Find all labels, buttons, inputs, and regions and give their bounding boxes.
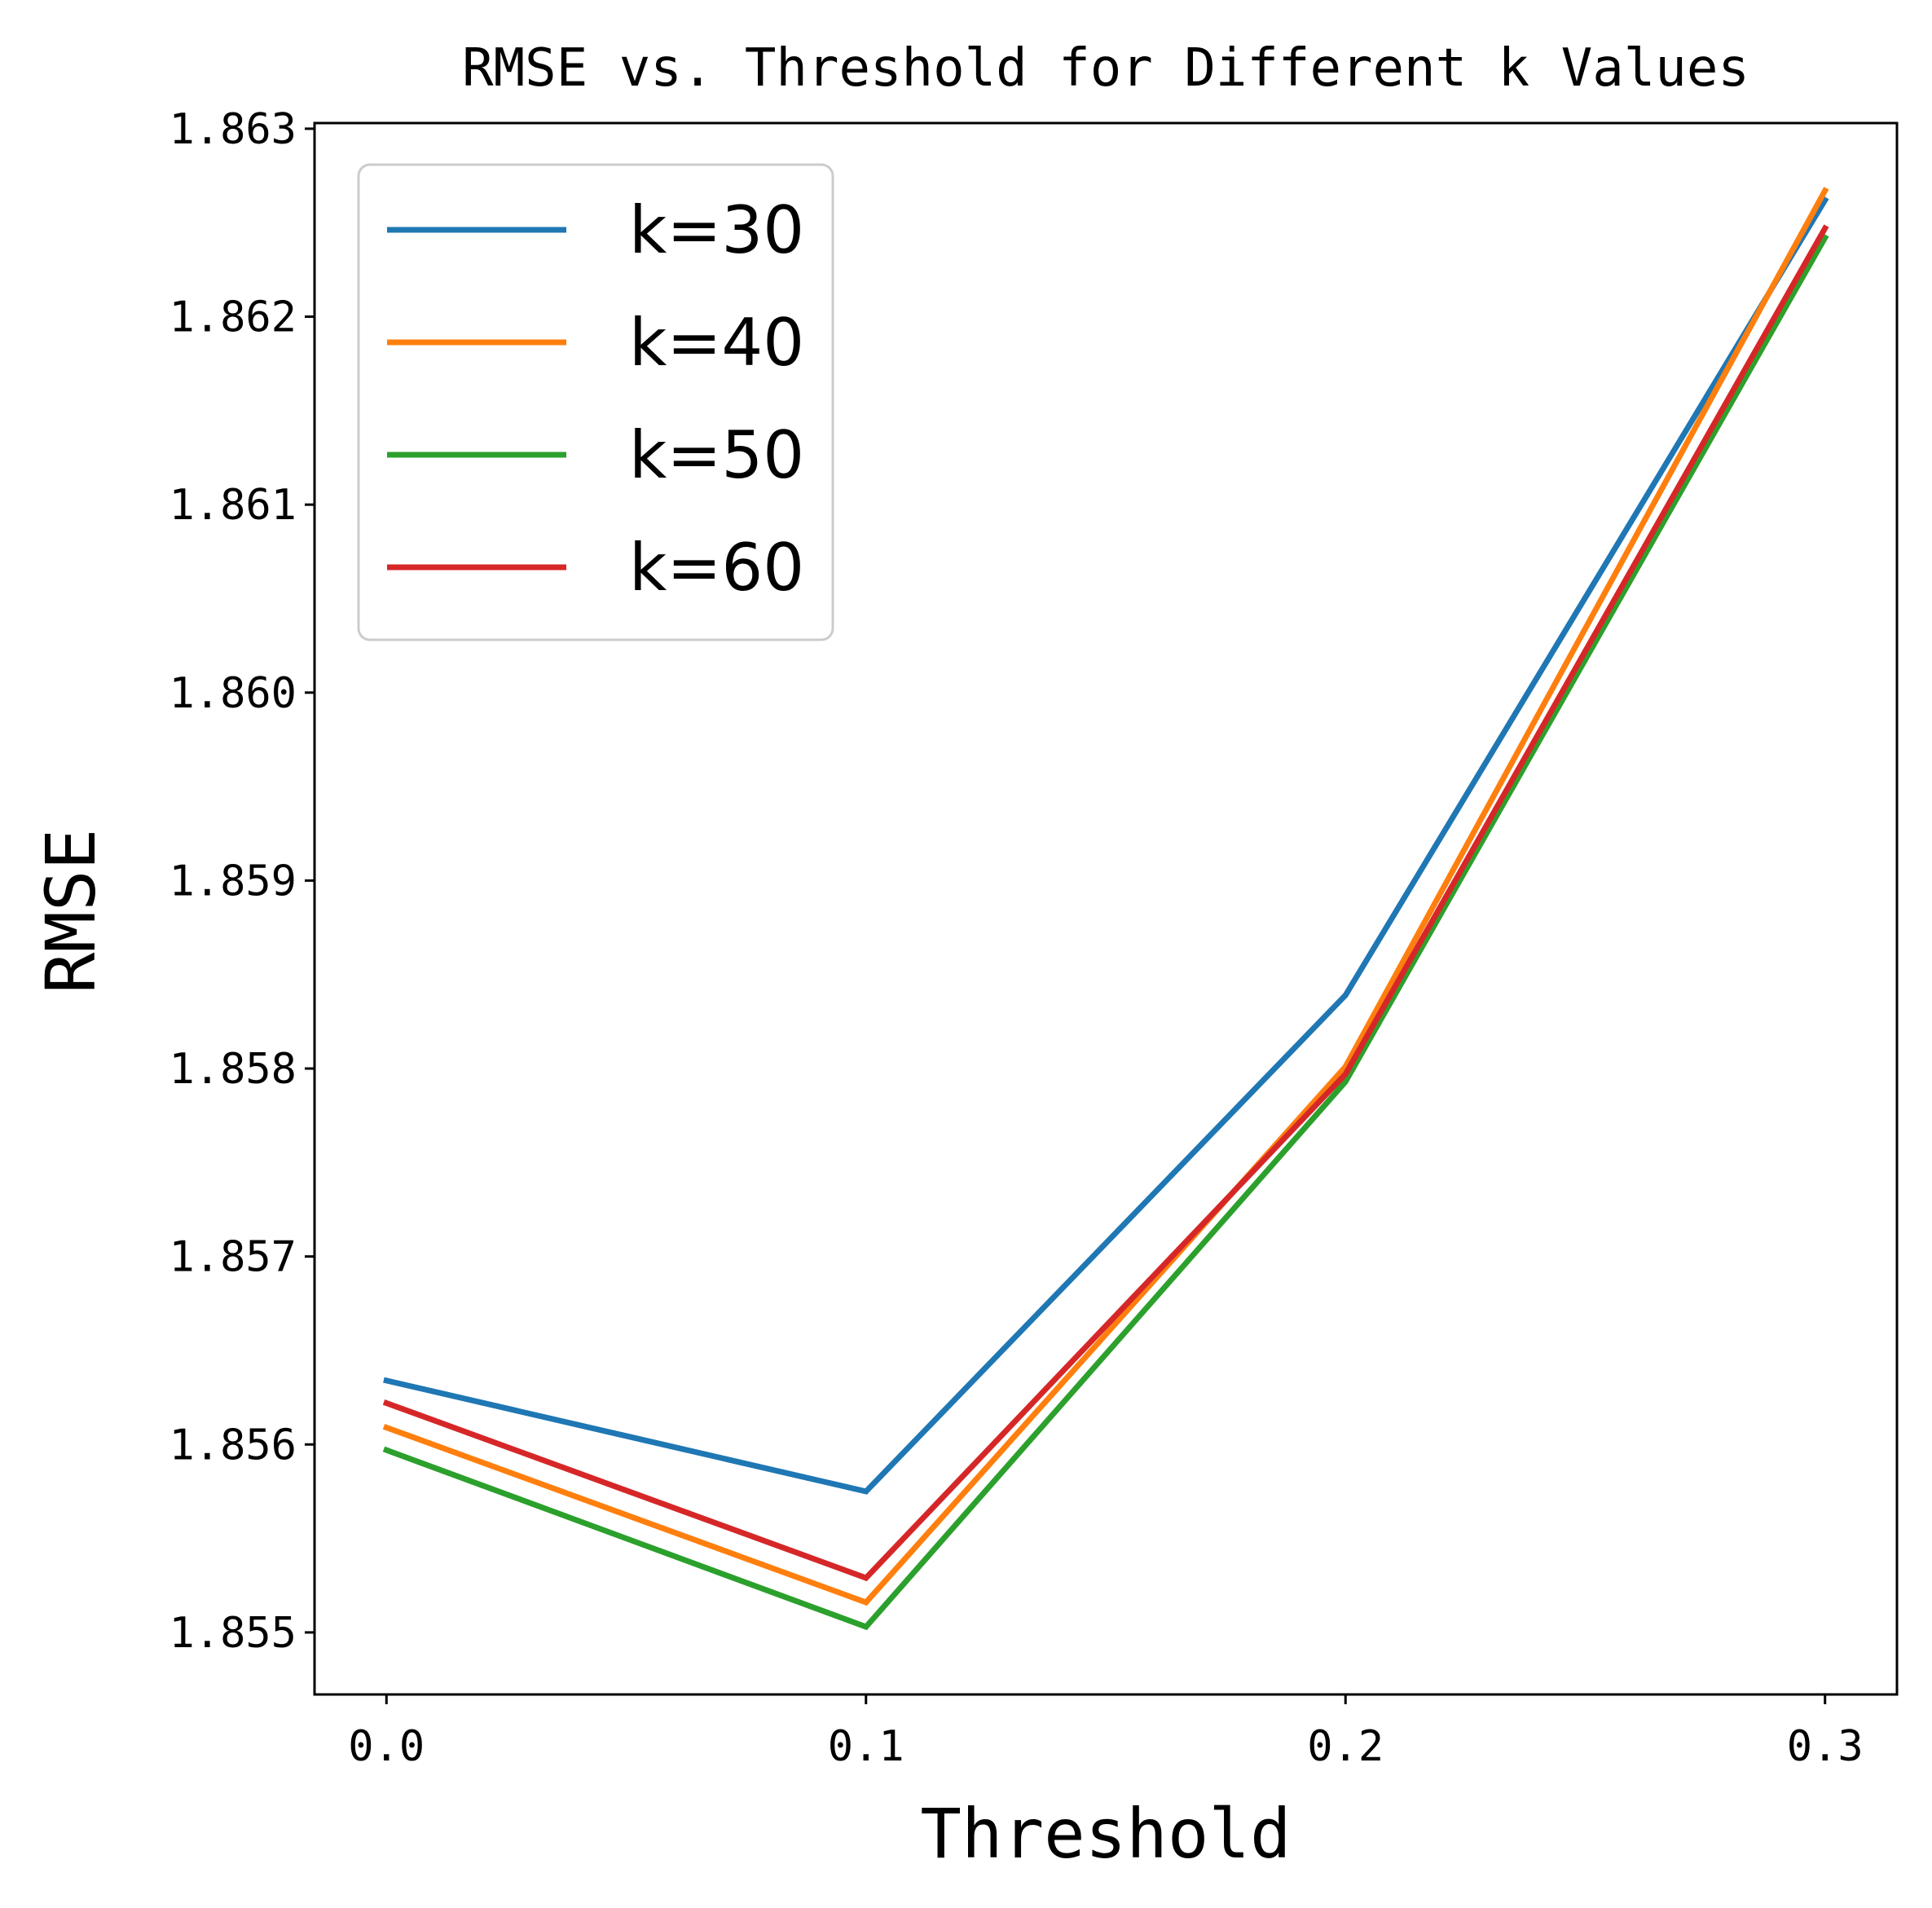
y-tick-label: 1.859 xyxy=(169,857,297,906)
plot-frame xyxy=(313,121,1899,1696)
series-line-k-60 xyxy=(382,224,1829,1582)
chart-title: RMSE vs. Threshold for Different k Value… xyxy=(462,38,1749,99)
x-tick-label: 0.2 xyxy=(1307,1722,1384,1771)
y-tick-label: 1.855 xyxy=(169,1609,297,1658)
x-axis-ticks: 0.0 0.1 0.2 0.3 xyxy=(348,1694,1864,1771)
y-tick-label: 1.858 xyxy=(169,1045,297,1094)
x-axis-label: Threshold xyxy=(920,1794,1291,1874)
y-tick-label: 1.861 xyxy=(169,481,297,530)
y-tick-label: 1.856 xyxy=(169,1421,297,1470)
y-tick-label: 1.863 xyxy=(169,105,297,154)
legend-label-k-60: k=60 xyxy=(629,530,804,606)
series-line-k-50 xyxy=(382,233,1829,1631)
y-axis-label: RMSE xyxy=(31,829,111,994)
legend: k=30 k=40 k=50 k=60 xyxy=(357,163,834,641)
plot-series xyxy=(382,187,1829,1631)
y-axis-ticks: 1.855 1.856 1.857 1.858 1.859 1.860 1.861 1.862… xyxy=(169,105,315,1658)
y-tick-label: 1.860 xyxy=(169,669,297,718)
series-line-k-30 xyxy=(383,196,1829,1495)
y-tick-label: 1.857 xyxy=(169,1233,297,1282)
x-tick-label: 0.1 xyxy=(828,1722,904,1771)
y-tick-label: 1.862 xyxy=(169,293,297,342)
legend-label-k-40: k=40 xyxy=(629,305,804,381)
series-line-k-40 xyxy=(382,187,1829,1606)
legend-box xyxy=(357,163,834,641)
legend-label-k-30: k=30 xyxy=(629,192,804,268)
x-tick-label: 0.3 xyxy=(1787,1722,1864,1771)
x-tick-label: 0.0 xyxy=(348,1722,425,1771)
legend-label-k-50: k=50 xyxy=(629,417,804,493)
